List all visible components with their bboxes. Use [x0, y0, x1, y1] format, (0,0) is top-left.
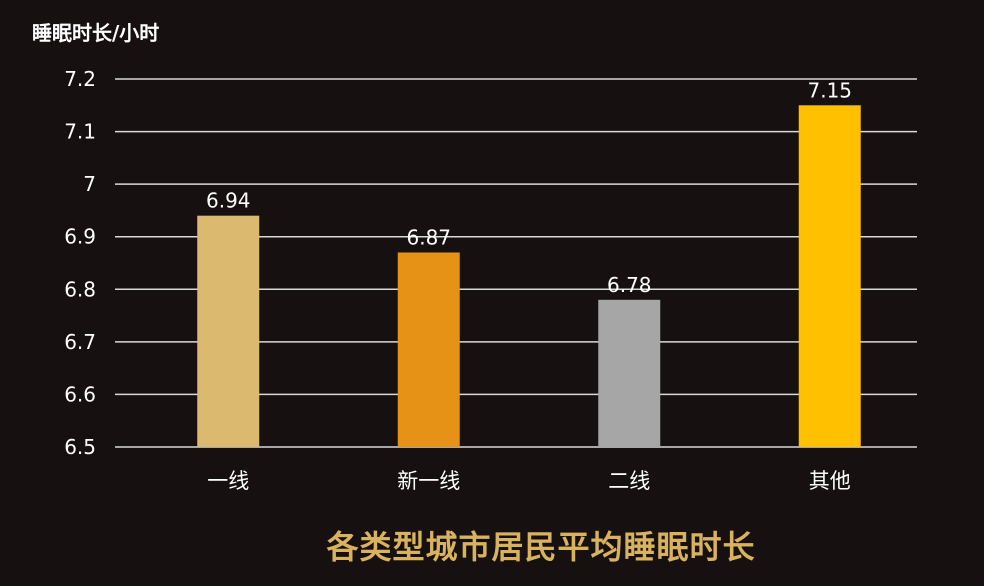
x-tick-labels: 一线 新一线 二线 其他: [207, 469, 851, 493]
bar-1: [197, 215, 260, 447]
value-labels: 6.94 6.87 6.78 7.15: [206, 78, 852, 297]
y-tick-labels: 6.5 6.6 6.7 6.8 6.9 7 7.1 7.2: [64, 67, 96, 459]
bar-2: [397, 252, 460, 447]
y-tick-label: 7.1: [64, 120, 96, 144]
bars: [197, 105, 861, 448]
chart-title: 各类型城市居民平均睡眠时长: [326, 528, 756, 566]
y-tick-label: 6.5: [64, 435, 96, 459]
y-axis-label: 睡眠时长/小时: [32, 21, 159, 45]
y-tick-label: 6.9: [64, 225, 96, 249]
data-label: 6.87: [406, 225, 451, 249]
x-tick-label: 其他: [809, 469, 851, 493]
data-label: 7.15: [807, 78, 852, 102]
bar-4: [798, 105, 861, 448]
y-tick-label: 6.6: [64, 382, 96, 406]
y-tick-label: 6.8: [64, 277, 96, 301]
y-tick-label: 7: [83, 172, 96, 196]
bar-3: [598, 299, 661, 447]
x-tick-label: 一线: [207, 469, 249, 493]
x-tick-label: 新一线: [397, 469, 460, 493]
data-label: 6.78: [607, 273, 652, 297]
x-tick-label: 二线: [608, 469, 650, 493]
data-label: 6.94: [206, 189, 251, 213]
y-tick-label: 6.7: [64, 330, 96, 354]
y-tick-label: 7.2: [64, 67, 96, 91]
